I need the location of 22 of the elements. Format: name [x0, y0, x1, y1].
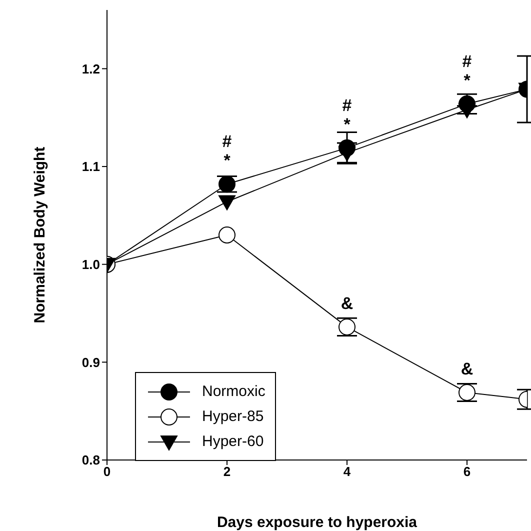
- x-axis-title: Days exposure to hyperoxia: [216, 514, 418, 531]
- legend-label: Hyper-60: [202, 433, 264, 450]
- y-tick-label: 1.0: [82, 256, 100, 272]
- x-tick-label: 4: [343, 464, 352, 480]
- annotation: *: [344, 114, 351, 134]
- y-tick-label: 0.9: [82, 354, 100, 370]
- y-tick-label: 0.8: [82, 452, 100, 468]
- x-tick-label: 6: [463, 464, 471, 480]
- annotation: #: [342, 96, 352, 115]
- annotation: &: [460, 360, 474, 378]
- y-tick-label: 1.1: [82, 159, 100, 174]
- y-axis-title: Normalized Body Weight: [31, 146, 48, 324]
- legend-label: Normoxic: [202, 383, 266, 400]
- legend-label: Hyper-85: [202, 408, 264, 425]
- annotation: *: [224, 151, 231, 170]
- y-tick-label: 1.2: [82, 61, 100, 76]
- annotation: #: [222, 132, 232, 152]
- x-tick-label: 2: [223, 464, 231, 480]
- x-tick-label: 0: [103, 464, 111, 480]
- annotation: *: [464, 70, 471, 90]
- annotation: #: [462, 52, 472, 71]
- annotation: &: [340, 294, 354, 313]
